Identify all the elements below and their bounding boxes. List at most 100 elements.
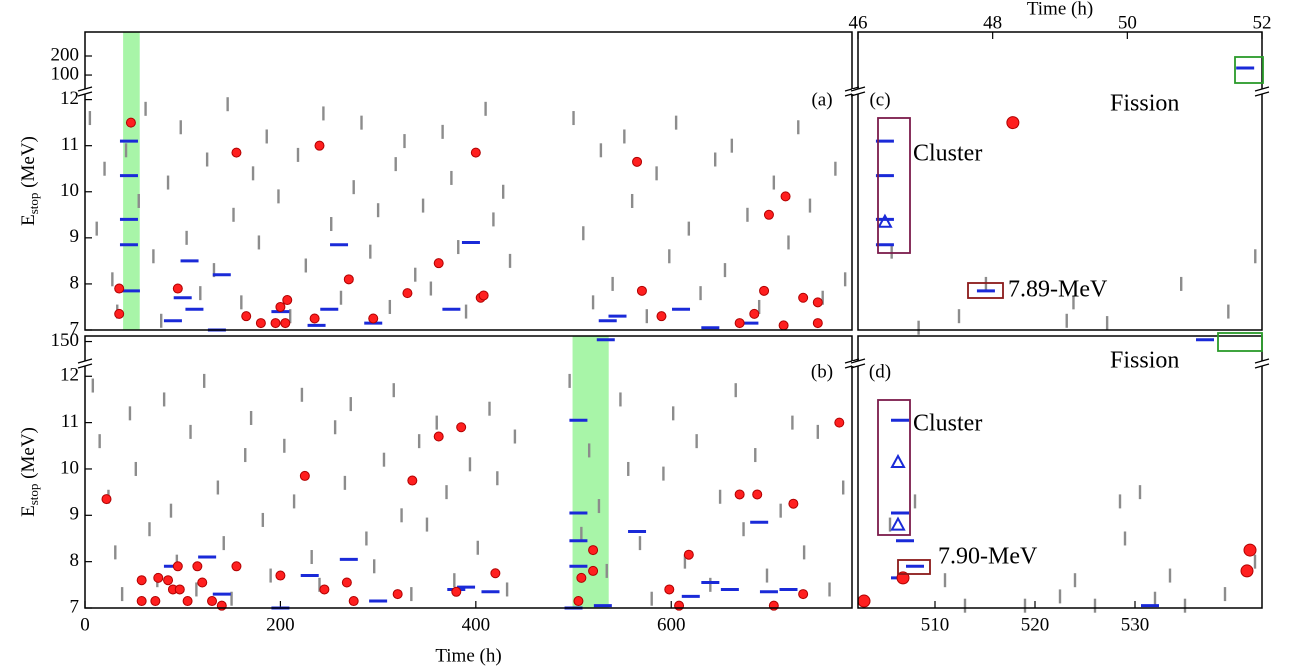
alpha-event	[174, 584, 185, 595]
axis-break	[77, 86, 93, 92]
y-tick-label: 11	[61, 411, 79, 432]
panel-label: (b)	[811, 361, 833, 382]
alpha-event	[114, 308, 125, 319]
alpha-event	[341, 577, 352, 588]
alpha-event	[150, 596, 161, 607]
x-tick-label: 48	[983, 12, 1002, 33]
alpha-event	[588, 545, 599, 556]
alpha-event	[192, 561, 203, 572]
alpha-event	[812, 318, 823, 329]
y-axis-title: Estop (MeV)	[18, 427, 41, 517]
alpha-event	[433, 431, 444, 442]
open-event	[890, 516, 906, 531]
alpha-event	[759, 285, 770, 296]
y-tick-label: 11	[61, 134, 79, 155]
x-tick-label: 200	[266, 614, 295, 635]
alpha-event	[231, 561, 242, 572]
alpha-event	[683, 549, 694, 560]
alpha-event	[752, 489, 763, 500]
axis-break	[850, 358, 866, 364]
y-axis-title: Estop (MeV)	[18, 136, 41, 226]
annotation: 7.89-MeV	[1008, 277, 1108, 303]
alpha-event	[241, 311, 252, 322]
annotation-box	[1234, 56, 1264, 84]
alpha-event	[490, 568, 501, 579]
alpha-event	[780, 191, 791, 202]
axis-break	[1254, 91, 1270, 97]
y-tick-label: 9	[70, 226, 80, 247]
y-axis-title-sub: stop	[26, 193, 41, 215]
y-tick-label: 7	[70, 596, 80, 617]
axis-break	[1254, 363, 1270, 369]
alpha-event	[749, 308, 760, 319]
x-tick-label: 530	[1121, 614, 1150, 635]
alpha-event	[857, 594, 871, 608]
alpha-event	[636, 285, 647, 296]
alpha-event	[763, 209, 774, 220]
x-tick-label: 0	[80, 614, 90, 635]
axis-break	[1254, 86, 1270, 92]
alpha-event	[573, 596, 584, 607]
x-axis-title: Time (h)	[435, 645, 501, 666]
alpha-event	[319, 584, 330, 595]
alpha-event	[101, 494, 112, 505]
axis-break	[77, 363, 93, 369]
annotation-box	[877, 399, 911, 536]
alpha-event	[153, 572, 164, 583]
alpha-event	[451, 586, 462, 597]
alpha-event	[207, 596, 218, 607]
alpha-event	[172, 561, 183, 572]
axis-break-gap	[79, 361, 91, 366]
alpha-event	[314, 140, 325, 151]
annotation-box	[897, 559, 931, 575]
alpha-event	[674, 600, 685, 611]
annotation-box	[1217, 332, 1263, 352]
alpha-event	[136, 596, 147, 607]
alpha-event	[197, 577, 208, 588]
alpha-event	[664, 584, 675, 595]
annotation: 7.90-MeV	[938, 544, 1038, 570]
alpha-event	[1240, 564, 1254, 578]
axis-break	[77, 91, 93, 97]
y-tick-label: 7	[70, 318, 80, 339]
axis-break-gap	[852, 89, 864, 94]
alpha-event	[282, 295, 293, 306]
alpha-event	[778, 320, 789, 331]
alpha-event	[734, 318, 745, 329]
x-tick-label: 46	[849, 12, 868, 33]
alpha-event	[656, 311, 667, 322]
alpha-event	[588, 565, 599, 576]
highlight-band	[572, 336, 609, 608]
alpha-event	[182, 596, 193, 607]
y-axis-title-main: E	[18, 505, 39, 517]
axis-break	[850, 91, 866, 97]
plot-frame	[857, 31, 1263, 331]
plot-frame	[84, 335, 853, 609]
y-tick-label: 12	[60, 88, 79, 109]
panel-label: (d)	[869, 361, 891, 382]
x-tick-label: 50	[1118, 12, 1137, 33]
alpha-event	[275, 570, 286, 581]
alpha-event	[798, 589, 809, 600]
panel-label: (c)	[869, 89, 890, 110]
axis-break-gap	[1256, 361, 1268, 366]
y-tick-label: 10	[60, 180, 79, 201]
alpha-event	[478, 290, 489, 301]
open-event	[890, 453, 906, 469]
y-tick-label: 150	[51, 330, 80, 351]
alpha-event	[456, 422, 467, 433]
x-tick-label: 510	[921, 614, 950, 635]
alpha-event	[407, 475, 418, 486]
y-tick-label: 12	[60, 365, 79, 386]
axis-break	[850, 86, 866, 92]
y-tick-label: 8	[70, 272, 80, 293]
alpha-event	[114, 283, 125, 294]
alpha-event	[768, 600, 779, 611]
alpha-event	[163, 575, 174, 586]
y-tick-label: 10	[60, 457, 79, 478]
x-tick-label: 520	[1021, 614, 1050, 635]
x-axis-title: Time (h)	[1027, 0, 1093, 19]
annotation: Fission	[1110, 348, 1179, 374]
alpha-event	[798, 292, 809, 303]
